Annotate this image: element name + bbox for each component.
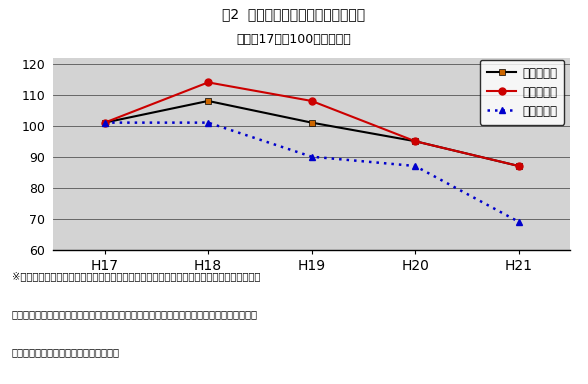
Text: （平成17年＝100，原指数）: （平成17年＝100，原指数）	[236, 33, 352, 46]
Legend: 鉱　工　業, 加工型業種, 素材型業種: 鉱 工 業, 加工型業種, 素材型業種	[480, 60, 564, 125]
Text: ※　本県では、主に他産業より材料の供給を受けて製品を製造する業種（加工型業種）全体: ※ 本県では、主に他産業より材料の供給を受けて製品を製造する業種（加工型業種）全…	[12, 271, 260, 281]
Text: してそれぞれの指数を作成している。: してそれぞれの指数を作成している。	[12, 348, 120, 358]
Text: と、主に他産業に材料を供給する業種（素材型業種）全体の動向をみるため、参考系列と: と、主に他産業に材料を供給する業種（素材型業種）全体の動向をみるため、参考系列と	[12, 309, 258, 319]
Text: 図2  加工型業種と素材型業種の動き: 図2 加工型業種と素材型業種の動き	[222, 8, 366, 22]
